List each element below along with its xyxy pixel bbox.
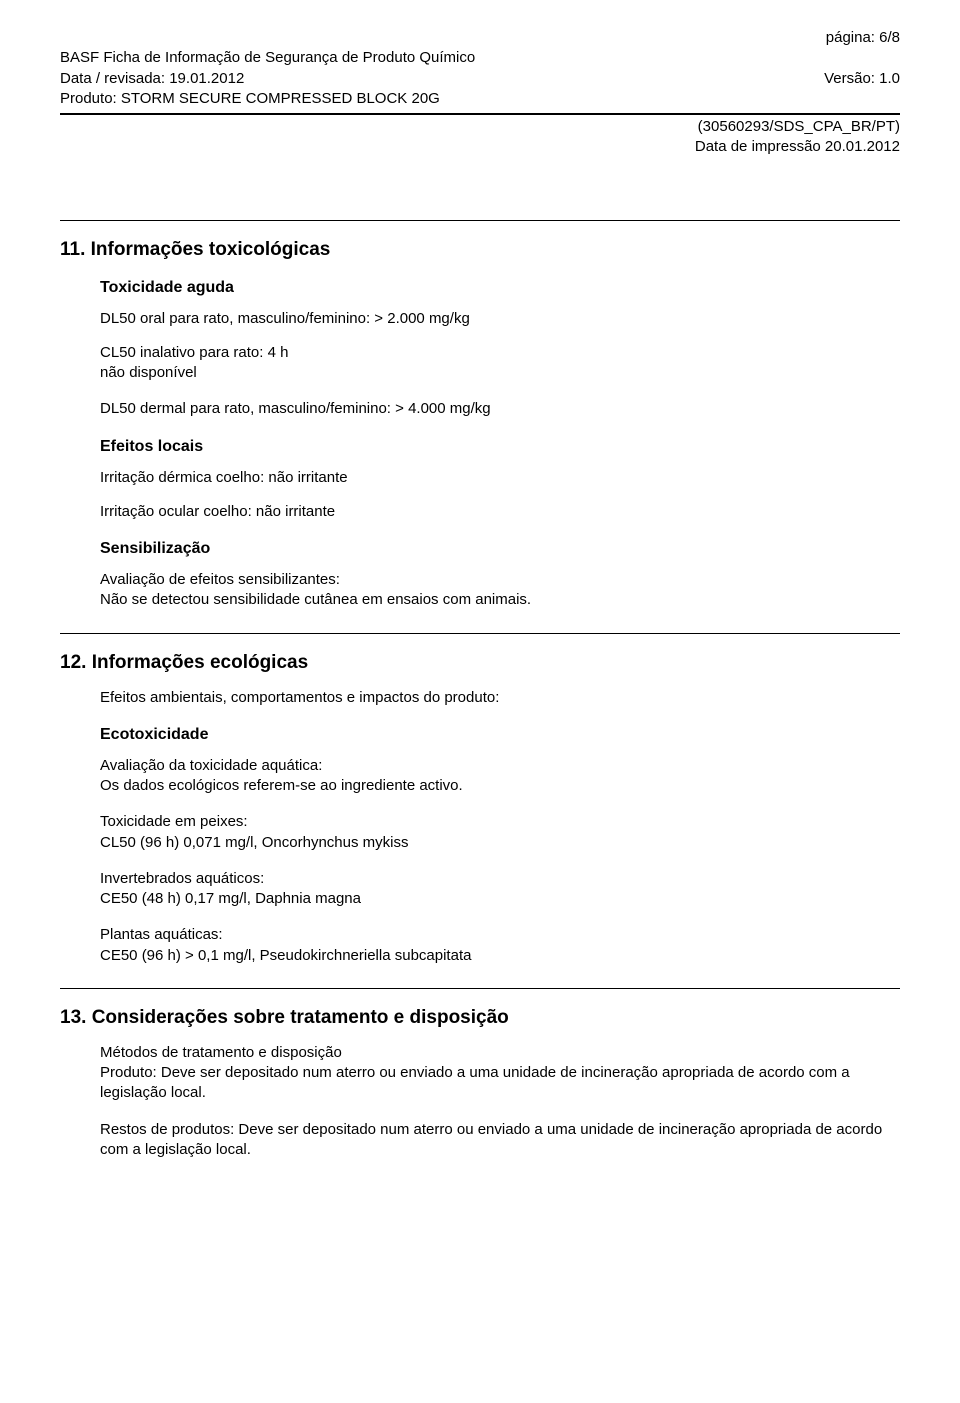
- disposal-methods-block: Métodos de tratamento e disposição Produ…: [100, 1043, 900, 1104]
- company-doc-title: BASF Ficha de Informação de Segurança de…: [60, 48, 900, 68]
- invertebrates-block: Invertebrados aquáticos: CE50 (48 h) 0,1…: [100, 869, 900, 910]
- fish-toxicity-label: Toxicidade em peixes:: [100, 812, 900, 832]
- section-13-title: 13. Considerações sobre tratamento e dis…: [60, 1007, 900, 1029]
- dl50-dermal: DL50 dermal para rato, masculino/feminin…: [100, 399, 900, 419]
- page-number: página: 6/8: [826, 28, 900, 48]
- sensitization-eval-label: Avaliação de efeitos sensibilizantes:: [100, 570, 900, 590]
- spacer: [60, 158, 900, 218]
- version-label: Versão: 1.0: [824, 69, 900, 89]
- aquatic-eval-text: Os dados ecológicos referem-se ao ingred…: [100, 776, 900, 796]
- cl50-inhalation-label: CL50 inalativo para rato: 4 h: [100, 343, 900, 363]
- invertebrates-label: Invertebrados aquáticos:: [100, 869, 900, 889]
- sensitization-block: Avaliação de efeitos sensibilizantes: Nã…: [100, 570, 900, 611]
- disposal-methods-label: Métodos de tratamento e disposição: [100, 1043, 900, 1063]
- local-effects-heading: Efeitos locais: [100, 438, 900, 456]
- ocular-irritation: Irritação ocular coelho: não irritante: [100, 502, 900, 522]
- acute-toxicity-heading: Toxicidade aguda: [100, 279, 900, 297]
- fish-toxicity-value: CL50 (96 h) 0,071 mg/l, Oncorhynchus myk…: [100, 833, 900, 853]
- header-rule: [60, 113, 900, 115]
- aquatic-plants-value: CE50 (96 h) > 0,1 mg/l, Pseudokirchnerie…: [100, 946, 900, 966]
- product-line: Produto: STORM SECURE COMPRESSED BLOCK 2…: [60, 89, 900, 109]
- header-date-version: Data / revisada: 19.01.2012 Versão: 1.0: [60, 69, 900, 89]
- cl50-inhalation-block: CL50 inalativo para rato: 4 h não dispon…: [100, 343, 900, 384]
- print-date: Data de impressão 20.01.2012: [60, 137, 900, 157]
- section-13-body: Métodos de tratamento e disposição Produ…: [100, 1043, 900, 1160]
- dermal-irritation: Irritação dérmica coelho: não irritante: [100, 468, 900, 488]
- header-top-row: página: 6/8: [60, 28, 900, 48]
- residues-disposal-text: Restos de produtos: Deve ser depositado …: [100, 1120, 900, 1161]
- section-rule-13-top: [60, 988, 900, 989]
- aquatic-plants-block: Plantas aquáticas: CE50 (96 h) > 0,1 mg/…: [100, 925, 900, 966]
- aquatic-plants-label: Plantas aquáticas:: [100, 925, 900, 945]
- environmental-effects-line: Efeitos ambientais, comportamentos e imp…: [100, 688, 900, 708]
- date-revised: Data / revisada: 19.01.2012: [60, 69, 244, 89]
- section-12-body: Efeitos ambientais, comportamentos e imp…: [100, 688, 900, 966]
- section-11-title: 11. Informações toxicológicas: [60, 239, 900, 261]
- section-11-body: Toxicidade aguda DL50 oral para rato, ma…: [100, 279, 900, 611]
- aquatic-eval-label: Avaliação da toxicidade aquática:: [100, 756, 900, 776]
- product-disposal-text: Produto: Deve ser depositado num aterro …: [100, 1063, 900, 1104]
- section-rule-11-top: [60, 220, 900, 221]
- aquatic-eval-block: Avaliação da toxicidade aquática: Os dad…: [100, 756, 900, 797]
- sensitization-heading: Sensibilização: [100, 540, 900, 558]
- section-12-title: 12. Informações ecológicas: [60, 652, 900, 674]
- cl50-inhalation-value: não disponível: [100, 363, 900, 383]
- fish-toxicity-block: Toxicidade em peixes: CL50 (96 h) 0,071 …: [100, 812, 900, 853]
- ecotoxicity-heading: Ecotoxicidade: [100, 726, 900, 744]
- sensitization-eval-text: Não se detectou sensibilidade cutânea em…: [100, 590, 900, 610]
- doc-id: (30560293/SDS_CPA_BR/PT): [60, 117, 900, 137]
- sds-page: página: 6/8 BASF Ficha de Informação de …: [0, 0, 960, 1214]
- dl50-oral: DL50 oral para rato, masculino/feminino:…: [100, 309, 900, 329]
- section-rule-12-top: [60, 633, 900, 634]
- invertebrates-value: CE50 (48 h) 0,17 mg/l, Daphnia magna: [100, 889, 900, 909]
